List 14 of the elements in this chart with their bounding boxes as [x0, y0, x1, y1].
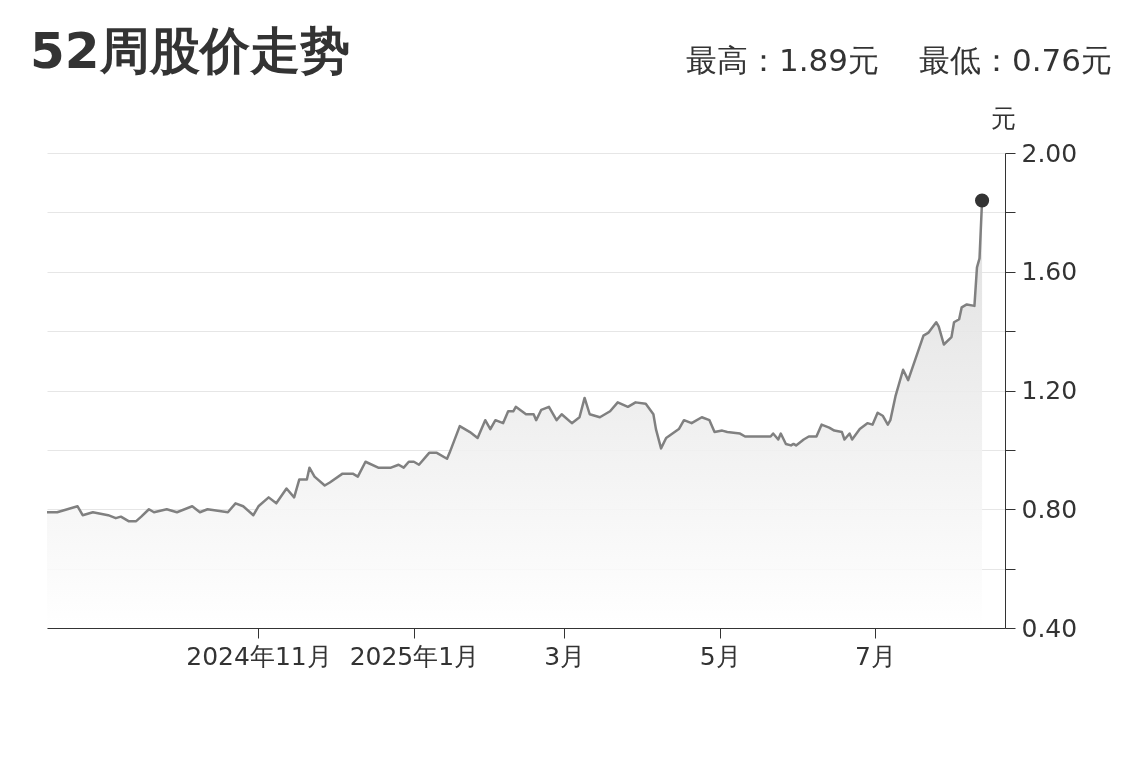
- x-tick-label: 5月: [699, 641, 741, 671]
- y-tick-label: 0.80: [1021, 494, 1078, 524]
- y-tick-label: 1.60: [1021, 257, 1078, 287]
- x-tick-label: 2025年1月: [349, 641, 480, 671]
- y-tick-label: 0.40: [1021, 613, 1078, 643]
- x-tick-label: 2024年11月: [186, 641, 332, 671]
- y-tick-label: 1.20: [1021, 376, 1078, 405]
- text: 最低：0.76元: [918, 41, 1112, 80]
- x-tick-label: 7月: [855, 641, 897, 671]
- chart-title: 52周股价走势: [30, 21, 350, 82]
- text: 最高：1.89元: [685, 41, 879, 80]
- y-axis-title: 元: [990, 103, 1016, 133]
- x-tick-label: 3月: [544, 641, 586, 671]
- y-tick-label: 2.00: [1021, 138, 1078, 168]
